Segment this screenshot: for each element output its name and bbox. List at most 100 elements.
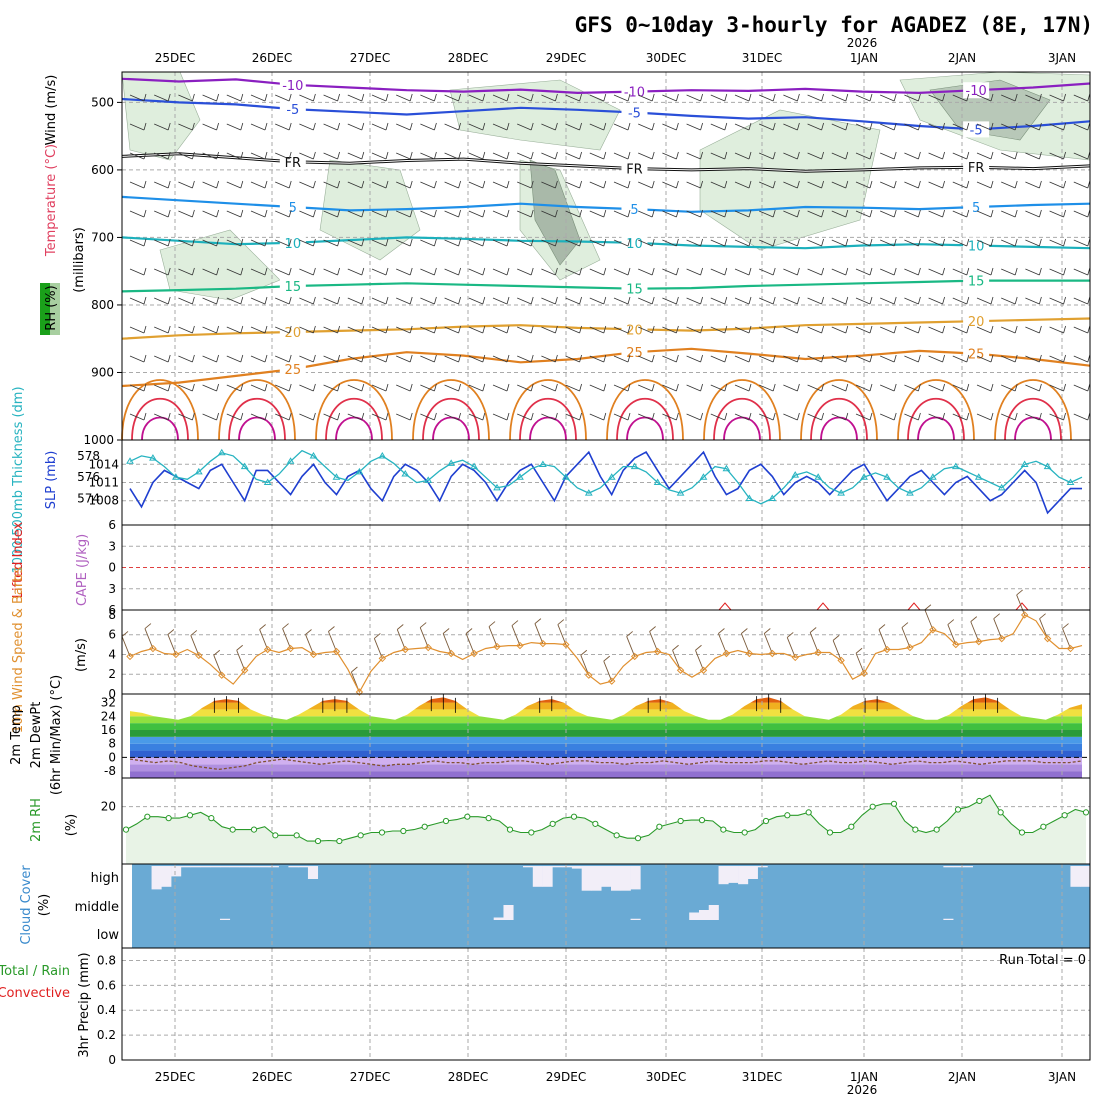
wind10-marker xyxy=(516,641,524,650)
isotherm-label-bg xyxy=(279,323,306,340)
wind-barb xyxy=(541,355,556,363)
wind-barb-flag xyxy=(724,325,728,334)
wind-barb xyxy=(371,326,387,334)
wind-barb xyxy=(686,384,701,392)
wind-barb-flag xyxy=(942,122,945,131)
wind-barb xyxy=(734,384,750,392)
wind-barb xyxy=(1049,355,1064,363)
wind-barb xyxy=(1001,413,1016,421)
wind-barb xyxy=(976,326,992,334)
wind-barb-flag xyxy=(313,151,316,160)
wind-barb-flag xyxy=(797,296,800,305)
wind-barb xyxy=(638,326,653,334)
wind-barb xyxy=(129,181,145,189)
wind-barb xyxy=(880,326,895,334)
isotherm-label: 25 xyxy=(285,363,302,378)
wind-barb-flag xyxy=(530,325,534,334)
wind-barb xyxy=(565,181,580,189)
wind-barb xyxy=(855,413,871,421)
wind-barb xyxy=(202,413,217,421)
wind-barb xyxy=(347,239,362,247)
wind-barb xyxy=(662,268,677,276)
wind-barb-flag xyxy=(167,267,171,276)
wind-barb xyxy=(928,413,943,421)
wind-barb xyxy=(783,239,798,247)
thickness-marker xyxy=(561,473,570,480)
wind-barb-flag xyxy=(579,209,582,218)
cloud-high-bar xyxy=(298,866,309,868)
wind-barb-flag xyxy=(579,296,582,305)
surface-contour xyxy=(519,398,577,441)
wind-barb-flag xyxy=(1014,325,1018,334)
wind-barb-flag xyxy=(700,93,703,102)
bottom-day-label: 27DEC xyxy=(350,1070,390,1084)
isotherm-label: -5 xyxy=(628,107,641,122)
wind-barb xyxy=(686,355,701,363)
thickness-marker xyxy=(286,457,295,464)
ytick-label: 600 xyxy=(91,163,114,177)
wind-barb-flag xyxy=(409,93,413,102)
wind-barb-flag xyxy=(313,93,316,102)
wind-barb xyxy=(686,152,701,160)
wind-barb xyxy=(202,384,217,392)
cloud-cover-panel: high middle low xyxy=(75,863,1091,949)
wind-barb xyxy=(492,239,508,247)
wind-barb-flag xyxy=(918,238,921,247)
slp-tick-label: 1008 xyxy=(88,494,119,508)
wind-barb xyxy=(662,210,677,218)
thickness-marker xyxy=(126,457,134,464)
wind-barb xyxy=(1001,152,1016,160)
wind-barb xyxy=(638,181,653,189)
wind-barb xyxy=(444,326,459,334)
wind10-marker xyxy=(745,649,754,658)
wind-barb-flag xyxy=(1063,180,1066,189)
wind-barb-flag xyxy=(700,412,703,421)
wind-barb xyxy=(1025,413,1040,421)
wind-barb-flag xyxy=(313,296,316,305)
thickness-marker xyxy=(791,471,800,478)
wind-barb xyxy=(734,152,750,160)
thickness-marker xyxy=(470,462,478,470)
li-marker xyxy=(907,602,921,611)
wind-barb-flag xyxy=(434,180,437,189)
wind-barb xyxy=(517,355,532,363)
wind-barb xyxy=(1073,384,1088,392)
thickness-marker xyxy=(653,478,662,485)
wind-barb xyxy=(250,181,266,189)
wind-barb-flag xyxy=(216,209,219,218)
wind-barb xyxy=(589,94,604,102)
wind-barb xyxy=(226,152,241,160)
surface-contour xyxy=(820,416,858,441)
isotherm-label: 20 xyxy=(285,326,302,341)
cloud-high-bar xyxy=(249,866,260,868)
wind-barb xyxy=(783,181,798,189)
wind-barb-flag xyxy=(555,412,558,421)
wind10-barb-flag xyxy=(970,616,978,622)
wind-barb xyxy=(1001,94,1016,102)
wind-barb-flag xyxy=(1087,325,1091,334)
wind-barb-flag xyxy=(216,93,219,102)
wind-barb xyxy=(807,210,822,218)
surface-contour xyxy=(703,379,781,441)
wind-barb xyxy=(420,123,435,131)
wind-barb-flag xyxy=(1014,122,1018,131)
li-tick-label: 3 xyxy=(108,582,116,596)
wind-barb xyxy=(1073,413,1088,421)
wind-barb-flag xyxy=(409,122,413,131)
wind-barb xyxy=(565,268,580,276)
wind10-marker xyxy=(1043,634,1052,643)
wind-barb xyxy=(517,326,532,334)
wind-barb xyxy=(710,123,725,131)
wind-barb xyxy=(323,239,338,247)
wind-barb-flag xyxy=(676,180,679,189)
temp-tick-label: 24 xyxy=(101,709,116,723)
isotherm-label-bg xyxy=(621,83,648,100)
wind10-barb xyxy=(419,627,429,648)
wind-barb-flag xyxy=(1087,412,1091,421)
wind-barb xyxy=(444,239,459,247)
wind-barb xyxy=(928,297,943,305)
isotherm-label-bg xyxy=(279,199,306,216)
wind-barb xyxy=(323,326,338,334)
wind10-barb xyxy=(121,636,131,657)
wind10-barb xyxy=(924,609,934,630)
